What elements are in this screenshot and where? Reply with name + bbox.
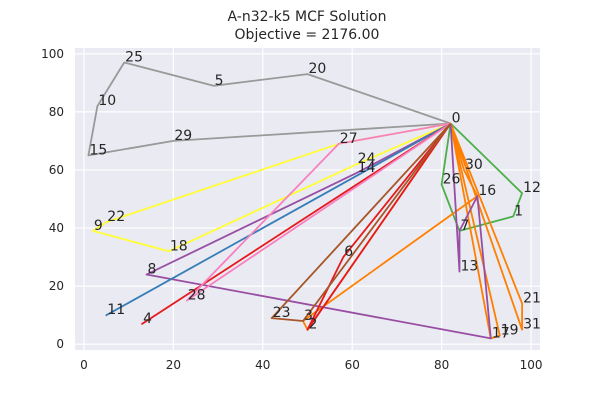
node-label-24: 24 — [358, 151, 376, 167]
node-label-8: 8 — [148, 262, 157, 278]
x-axis-ticks: 0 20 40 60 80 100 — [80, 358, 542, 372]
node-label-9: 9 — [94, 218, 103, 234]
node-label-18: 18 — [170, 238, 188, 254]
node-label-6: 6 — [344, 244, 353, 260]
chart-title: A-n32-k5 MCF Solution — [228, 9, 387, 25]
route-line-11 — [185, 122, 452, 302]
x-tick-label: 100 — [520, 358, 543, 372]
node-label-20: 20 — [309, 61, 327, 77]
node-label-27: 27 — [340, 131, 358, 147]
node-label-13: 13 — [461, 259, 479, 275]
y-tick-label: 40 — [49, 221, 64, 235]
node-label-21: 21 — [523, 291, 541, 307]
node-label-26: 26 — [443, 171, 461, 187]
y-tick-label: 20 — [49, 279, 64, 293]
node-label-25: 25 — [125, 50, 143, 66]
node-label-2: 2 — [309, 317, 318, 333]
node-label-1: 1 — [514, 203, 523, 219]
route-line-7 — [145, 122, 492, 340]
node-label-3: 3 — [304, 308, 313, 324]
x-tick-label: 0 — [80, 358, 88, 372]
node-label-30: 30 — [465, 157, 483, 173]
y-axis-ticks: 0 20 40 60 80 100 — [41, 47, 64, 351]
node-label-22: 22 — [107, 209, 125, 225]
y-tick-label: 60 — [49, 163, 64, 177]
plot-area — [75, 48, 540, 350]
node-label-11: 11 — [107, 302, 125, 318]
route-line-9 — [141, 122, 452, 325]
x-tick-label: 20 — [166, 358, 181, 372]
node-label-4: 4 — [143, 311, 152, 327]
node-label-5: 5 — [215, 73, 224, 89]
node-label-28: 28 — [188, 288, 206, 304]
route-line-6 — [449, 123, 501, 340]
node-label-15: 15 — [89, 142, 107, 158]
node-label-29: 29 — [174, 128, 192, 144]
node-label-14: 14 — [358, 160, 376, 176]
node-label-16: 16 — [478, 183, 496, 199]
x-tick-label: 40 — [255, 358, 270, 372]
node-label-23: 23 — [273, 305, 291, 321]
route-line-5 — [449, 123, 523, 331]
route-line-12 — [270, 122, 452, 322]
route-line-10 — [306, 122, 452, 331]
chart-subtitle: Objective = 2176.00 — [235, 27, 380, 43]
node-labels: 0123456789101112131415161718192021222324… — [89, 50, 541, 342]
route-line-1 — [87, 61, 451, 157]
node-label-17: 17 — [492, 325, 510, 341]
node-label-12: 12 — [523, 180, 541, 196]
y-tick-label: 100 — [41, 47, 64, 61]
route-line-3 — [440, 122, 523, 232]
node-label-31: 31 — [523, 317, 541, 333]
x-tick-label: 60 — [345, 358, 360, 372]
node-label-19: 19 — [501, 322, 519, 338]
node-label-0: 0 — [452, 111, 461, 127]
route-line-8 — [105, 122, 452, 317]
x-tick-label: 80 — [434, 358, 449, 372]
node-label-10: 10 — [98, 93, 116, 109]
y-tick-label: 80 — [49, 105, 64, 119]
route-lines — [87, 61, 523, 340]
y-tick-label: 0 — [56, 337, 64, 351]
node-label-7: 7 — [461, 218, 470, 234]
